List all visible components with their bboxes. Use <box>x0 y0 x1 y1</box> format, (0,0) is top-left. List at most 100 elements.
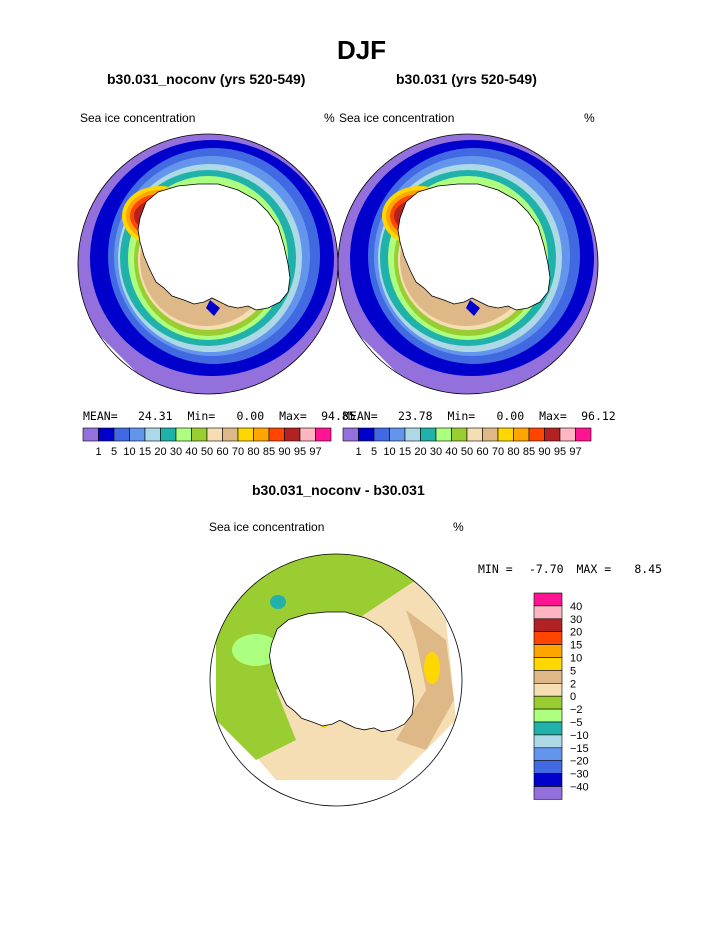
max-label: Max= <box>279 409 307 423</box>
colorbar-tick-label: 5 <box>111 446 117 458</box>
colorbar-tick-label: 30 <box>170 446 182 458</box>
colorbar-swatch <box>315 427 332 442</box>
colorbar-panel-2: 1 5 10 15 20 30 40 50 60 70 80 85 90 95 97 <box>342 427 592 458</box>
colorbar-swatch <box>482 427 499 442</box>
colorbar-tick-label: 97 <box>309 446 321 458</box>
colorbar-tick-label: 20 <box>414 446 426 458</box>
colorbar-swatch <box>513 427 530 442</box>
colorbar-swatch <box>466 427 483 442</box>
colorbar-swatch <box>533 670 563 684</box>
colorbar-tick-label: 50 <box>461 446 473 458</box>
colorbar-swatch <box>342 427 359 442</box>
colorbar-swatch <box>389 427 406 442</box>
panel-2-title: b30.031 (yrs 520-549) <box>396 71 537 87</box>
colorbar-swatch <box>191 427 208 442</box>
colorbar-tick-label: 95 <box>294 446 306 458</box>
max-value: 8.45 <box>634 562 663 576</box>
colorbar-swatch <box>206 427 223 442</box>
colorbar-swatch <box>420 427 437 442</box>
colorbar-swatch <box>284 427 301 442</box>
min-label: MIN = <box>478 562 513 576</box>
colorbar-tick-label: 40 <box>445 446 457 458</box>
panel-3-stats: MIN = -7.70 MAX = 8.45 <box>478 562 662 576</box>
mean-label: MEAN= <box>83 409 118 423</box>
colorbar-swatch <box>98 427 115 442</box>
colorbar-tick-label: 1 <box>355 446 361 458</box>
colorbar-swatch <box>533 721 563 736</box>
min-label: Min= <box>187 409 216 423</box>
colorbar-swatch <box>358 427 375 442</box>
colorbar-tick-label: 90 <box>278 446 290 458</box>
colorbar-swatch <box>404 427 421 442</box>
colorbar-swatch <box>533 605 563 620</box>
diff-region-neg5 <box>232 634 280 666</box>
colorbar-tick-label: −5 <box>570 717 583 729</box>
colorbar-swatch <box>533 773 563 787</box>
map-border <box>337 133 599 395</box>
colorbar-tick-label: 5 <box>371 446 377 458</box>
ross-sea-feature <box>206 300 220 316</box>
max-value: 96.12 <box>581 409 616 423</box>
colorbar-tick-label: −10 <box>570 730 589 742</box>
colorbar-swatch <box>575 427 592 442</box>
colorbar-swatch <box>544 427 561 442</box>
colorbar-swatch <box>222 427 239 442</box>
min-label: Min= <box>447 409 476 423</box>
panel-2-variable: Sea ice concentration <box>339 111 455 125</box>
max-label: MAX = <box>576 562 612 576</box>
colorbar-swatch <box>253 427 270 442</box>
colorbar-tick-label: 80 <box>247 446 259 458</box>
colorbar-tick-label: 60 <box>216 446 228 458</box>
panel-2-units: % <box>584 111 595 125</box>
colorbar-tick-label: 5 <box>570 665 576 677</box>
colorbar-tick-label: −30 <box>570 769 589 781</box>
colorbar-swatch <box>533 786 563 800</box>
colorbar-tick-label: 30 <box>570 614 582 626</box>
mean-value: 23.78 <box>397 409 433 423</box>
colorbar-tick-label: 20 <box>154 446 166 458</box>
colorbar-tick-label: 80 <box>507 446 519 458</box>
diff-region-2 <box>396 610 454 750</box>
colorbar-swatch <box>373 427 390 442</box>
min-value: 0.00 <box>236 409 265 423</box>
colorbar-swatch <box>533 682 563 697</box>
mean-value: 24.31 <box>137 409 173 423</box>
colorbar-tick-label: −15 <box>570 743 589 755</box>
colorbar-tick-label: −20 <box>570 756 589 768</box>
colorbar-swatch <box>82 427 99 442</box>
colorbar-tick-label: 1 <box>95 446 101 458</box>
colorbar-tick-label: 15 <box>139 446 151 458</box>
page-title: DJF <box>336 35 387 65</box>
panel-3-title: b30.031_noconv - b30.031 <box>252 482 425 498</box>
panel-3-variable: Sea ice concentration <box>209 520 325 534</box>
panel-2-stats: MEAN= 23.78 Min= 0.00 Max= 96.12 <box>343 409 616 423</box>
min-value: -7.70 <box>528 562 564 576</box>
antarctica-continent <box>137 183 291 311</box>
colorbar-swatch <box>237 427 254 442</box>
colorbar-swatch <box>129 427 146 442</box>
diff-region-neg10 <box>270 595 286 609</box>
colorbar-tick-label: 97 <box>569 446 581 458</box>
colorbar-swatch <box>559 427 576 442</box>
colorbar-tick-label: 95 <box>554 446 566 458</box>
antarctica-continent <box>269 611 415 733</box>
panel-1-variable: Sea ice concentration <box>80 111 196 125</box>
colorbar-swatch <box>533 618 563 632</box>
colorbar-swatch <box>533 734 563 749</box>
colorbar-tick-label: 10 <box>123 446 135 458</box>
colorbar-swatch <box>533 747 563 761</box>
colorbar-swatch <box>299 427 316 442</box>
colorbar-tick-label: 10 <box>570 653 582 665</box>
map-panel-1 <box>77 133 339 395</box>
colorbar-swatch <box>528 427 545 442</box>
colorbar-swatch <box>533 657 563 671</box>
colorbar-tick-label: 85 <box>523 446 535 458</box>
map-panel-2 <box>337 133 599 395</box>
panel-3-units: % <box>453 520 464 534</box>
colorbar-tick-label: 60 <box>476 446 488 458</box>
colorbar-tick-label: 85 <box>263 446 275 458</box>
colorbar-swatch <box>451 427 468 442</box>
colorbar-tick-label: 15 <box>399 446 411 458</box>
max-label: Max= <box>539 409 567 423</box>
